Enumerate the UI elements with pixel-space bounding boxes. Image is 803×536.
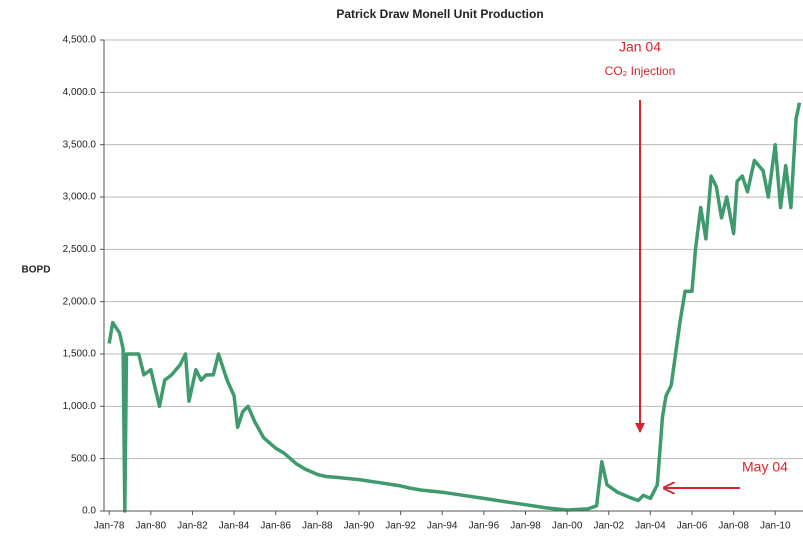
x-tick-label: Jan-88 (302, 521, 333, 532)
y-tick-label: 2,000.0 (63, 296, 97, 307)
y-tick-label: 4,000.0 (63, 87, 97, 98)
x-tick-label: Jan-06 (677, 521, 708, 532)
x-tick-label: Jan-00 (552, 521, 583, 532)
x-tick-label: Jan-84 (219, 521, 250, 532)
y-tick-label: 3,000.0 (63, 192, 97, 203)
x-tick-label: Jan-96 (469, 521, 500, 532)
chart-title: Patrick Draw Monell Unit Production (336, 7, 543, 21)
y-tick-label: 500.0 (71, 453, 96, 464)
x-tick-label: Jan-98 (510, 521, 541, 532)
y-tick-label: 3,500.0 (63, 139, 97, 150)
x-tick-label: Jan-78 (94, 521, 125, 532)
x-tick-label: Jan-80 (136, 521, 167, 532)
x-tick-label: Jan-10 (760, 521, 791, 532)
y-tick-label: 0.0 (82, 506, 96, 517)
annotation: Jan 04 (619, 39, 661, 55)
y-tick-label: 2,500.0 (63, 244, 97, 255)
y-tick-label: 4,500.0 (63, 35, 97, 46)
y-tick-label: 1,000.0 (63, 401, 97, 412)
x-tick-label: Jan-82 (177, 521, 208, 532)
y-axis-label: BOPD (22, 265, 51, 276)
x-tick-label: Jan-90 (344, 521, 375, 532)
x-tick-label: Jan-04 (635, 521, 666, 532)
x-tick-label: Jan-92 (385, 521, 416, 532)
y-tick-label: 1,500.0 (63, 349, 97, 360)
x-tick-label: Jan-86 (260, 521, 291, 532)
x-tick-label: Jan-94 (427, 521, 458, 532)
data-line (107, 102, 802, 513)
annotation: CO₂ Injection (605, 64, 676, 78)
x-tick-label: Jan-02 (593, 521, 624, 532)
annotation: May 04 (742, 459, 788, 475)
x-tick-label: Jan-08 (718, 521, 749, 532)
